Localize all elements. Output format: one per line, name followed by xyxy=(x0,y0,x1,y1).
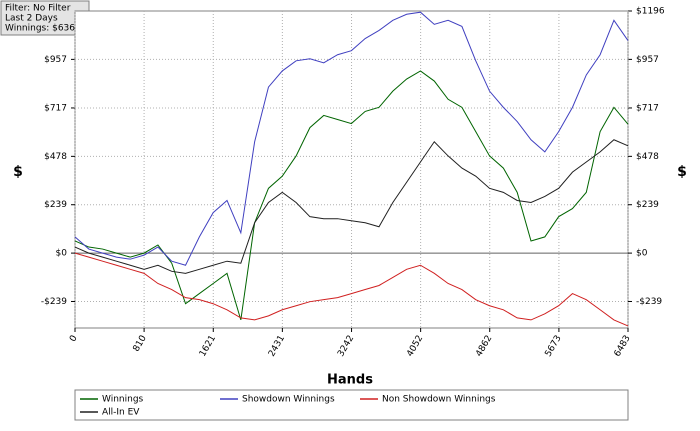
legend xyxy=(74,389,629,421)
x-tick-label: 810 xyxy=(132,334,149,354)
legend-label: Showdown Winnings xyxy=(242,395,335,405)
legend-label: Non Showdown Winnings xyxy=(382,395,496,405)
x-tick-label: 0 xyxy=(68,334,80,344)
legend-label: All-In EV xyxy=(102,408,140,418)
y2-tick-label: $957 xyxy=(636,55,659,65)
days-text: Last 2 Days xyxy=(5,14,58,24)
y-tick-label: $478 xyxy=(44,152,67,162)
y-tick-label: $957 xyxy=(44,55,67,65)
series-line xyxy=(74,252,629,327)
y-tick-label: $717 xyxy=(44,103,67,113)
y2-tick-label: $1196 xyxy=(636,7,665,17)
y-axis-label: $ xyxy=(13,164,23,180)
y-tick-label: $0 xyxy=(56,249,68,259)
y2-tick-label: $478 xyxy=(636,152,659,162)
x-tick-label: 6483 xyxy=(613,334,633,359)
y-tick-label: -$239 xyxy=(41,297,67,307)
y2-tick-label: $239 xyxy=(636,200,659,210)
y2-axis-label: $ xyxy=(677,164,687,180)
info-box xyxy=(0,0,90,36)
y2-tick-label: $717 xyxy=(636,103,659,113)
winnings-text: Winnings: $636.90 xyxy=(5,24,90,34)
y-tick-label: $239 xyxy=(44,200,67,210)
legend-label: Winnings xyxy=(102,395,144,405)
series-line xyxy=(74,11,629,266)
x-tick-label: 5673 xyxy=(544,334,564,359)
y2-tick-label: -$239 xyxy=(636,297,662,307)
x-tick-label: 1621 xyxy=(198,334,218,359)
x-axis-label: Hands xyxy=(327,373,373,388)
y2-tick-label: $0 xyxy=(636,249,648,259)
x-tick-label: 4052 xyxy=(405,334,425,359)
x-tick-label: 3242 xyxy=(336,334,356,359)
x-tick-label: 2431 xyxy=(267,334,287,359)
series-line xyxy=(74,139,629,274)
plot-area xyxy=(74,10,629,329)
x-tick-label: 4862 xyxy=(474,334,494,359)
filter-text: Filter: No Filter xyxy=(5,4,71,14)
